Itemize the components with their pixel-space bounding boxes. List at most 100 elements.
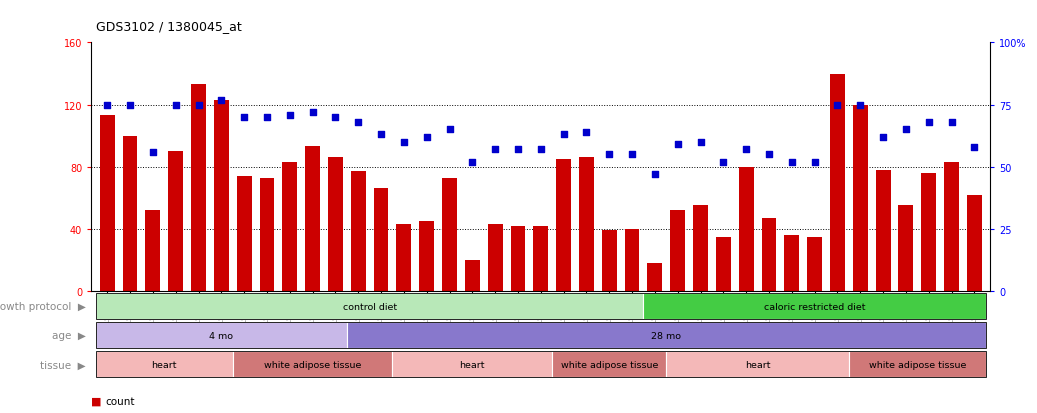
Bar (168, 152, 184, 291)
Bar (533, 226, 549, 291)
Bar (807, 237, 822, 291)
Bar (875, 170, 891, 291)
Point (579, 129, 595, 136)
Point (144, 149, 161, 156)
Point (807, 159, 823, 166)
Text: 28 mo: 28 mo (651, 331, 681, 340)
Text: ■: ■ (91, 396, 106, 406)
Bar (510, 226, 526, 291)
Bar (898, 206, 914, 291)
Point (898, 127, 915, 133)
Bar (346, 323, 986, 349)
Point (852, 102, 869, 109)
Point (190, 102, 206, 109)
Bar (553, 351, 667, 377)
Point (281, 112, 298, 119)
Bar (849, 351, 986, 377)
Bar (191, 85, 206, 291)
Point (875, 134, 892, 141)
Point (738, 147, 755, 153)
Point (418, 134, 435, 141)
Bar (944, 163, 959, 291)
Bar (95, 294, 644, 320)
Text: 4 mo: 4 mo (209, 331, 233, 340)
Bar (693, 206, 708, 291)
Bar (921, 173, 936, 291)
Bar (465, 260, 480, 291)
Point (99, 102, 115, 109)
Point (670, 142, 686, 148)
Bar (259, 178, 275, 291)
Bar (95, 351, 232, 377)
Point (167, 102, 184, 109)
Bar (852, 105, 868, 291)
Text: growth protocol  ▶: growth protocol ▶ (0, 301, 86, 312)
Bar (624, 229, 640, 291)
Bar (396, 225, 412, 291)
Point (509, 147, 526, 153)
Text: white adipose tissue: white adipose tissue (561, 360, 657, 369)
Point (556, 132, 572, 138)
Bar (601, 231, 617, 291)
Text: count: count (106, 396, 135, 406)
Point (761, 152, 778, 158)
Point (693, 139, 709, 146)
Bar (351, 172, 366, 291)
Bar (784, 235, 800, 291)
Text: GDS3102 / 1380045_at: GDS3102 / 1380045_at (96, 20, 243, 33)
Bar (442, 178, 457, 291)
Bar (305, 147, 320, 291)
Point (830, 102, 846, 109)
Point (441, 127, 457, 133)
Point (327, 114, 343, 121)
Point (258, 114, 275, 121)
Bar (100, 116, 115, 291)
Bar (716, 237, 731, 291)
Point (349, 119, 366, 126)
Point (784, 159, 801, 166)
Point (533, 147, 550, 153)
Bar (145, 211, 161, 291)
Point (647, 171, 664, 178)
Bar (667, 351, 849, 377)
Text: age  ▶: age ▶ (52, 330, 86, 341)
Point (486, 147, 503, 153)
Bar (487, 225, 503, 291)
Point (601, 152, 618, 158)
Text: heart: heart (459, 360, 485, 369)
Bar (122, 136, 138, 291)
Bar (419, 221, 435, 291)
Point (624, 152, 641, 158)
Bar (232, 351, 392, 377)
Bar (647, 263, 663, 291)
Point (944, 119, 960, 126)
Point (213, 97, 229, 104)
Point (921, 119, 937, 126)
Text: control diet: control diet (342, 302, 397, 311)
Bar (579, 158, 594, 291)
Text: caloric restricted diet: caloric restricted diet (764, 302, 866, 311)
Bar (236, 177, 252, 291)
Bar (373, 189, 389, 291)
Point (372, 132, 389, 138)
Bar (328, 158, 343, 291)
Bar (966, 195, 982, 291)
Bar (830, 74, 845, 291)
Point (121, 102, 138, 109)
Point (235, 114, 252, 121)
Point (966, 144, 983, 151)
Text: heart: heart (151, 360, 177, 369)
Text: white adipose tissue: white adipose tissue (869, 360, 966, 369)
Point (464, 159, 480, 166)
Point (395, 139, 412, 146)
Bar (738, 167, 754, 291)
Bar (556, 159, 571, 291)
Bar (392, 351, 553, 377)
Bar (644, 294, 986, 320)
Bar (761, 218, 777, 291)
Point (716, 159, 732, 166)
Point (304, 109, 320, 116)
Text: white adipose tissue: white adipose tissue (263, 360, 361, 369)
Text: tissue  ▶: tissue ▶ (40, 359, 86, 370)
Bar (670, 211, 685, 291)
